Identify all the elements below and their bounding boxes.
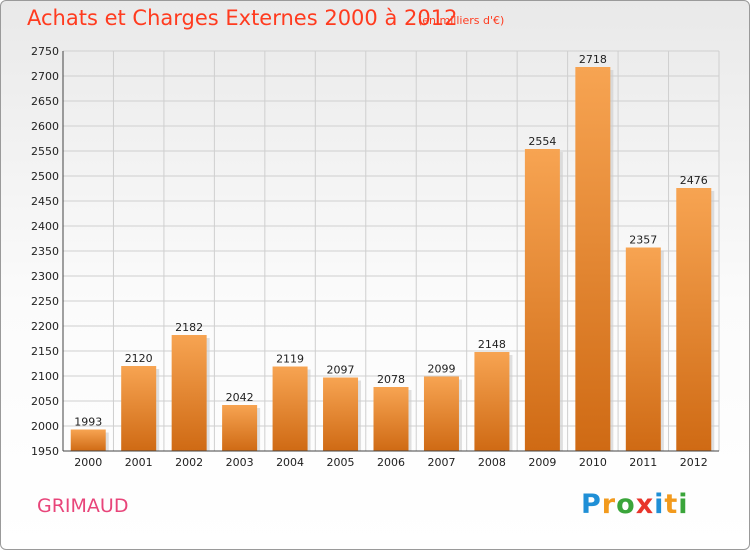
y-tick-label: 2400 bbox=[31, 220, 59, 233]
bar-value-label: 2042 bbox=[226, 391, 254, 404]
chart-title: Achats et Charges Externes 2000 à 2012 bbox=[27, 6, 458, 30]
brand-letter: o bbox=[616, 489, 636, 520]
brand-letter: i bbox=[678, 489, 689, 520]
x-tick-label: 2011 bbox=[629, 456, 657, 469]
x-tick-label: 2003 bbox=[226, 456, 254, 469]
x-tick-label: 2007 bbox=[427, 456, 455, 469]
brand-letter: i bbox=[654, 489, 665, 520]
bar-value-label: 2148 bbox=[478, 338, 506, 351]
bar bbox=[323, 377, 359, 451]
bar-value-label: 2476 bbox=[680, 174, 708, 187]
bar bbox=[625, 247, 661, 451]
x-tick-label: 2006 bbox=[377, 456, 405, 469]
bar-value-label: 2119 bbox=[276, 353, 304, 366]
y-tick-label: 2650 bbox=[31, 95, 59, 108]
y-tick-label: 2500 bbox=[31, 170, 59, 183]
brand-letter: P bbox=[581, 489, 602, 520]
x-tick-label: 2009 bbox=[528, 456, 556, 469]
axes: 1950 2000 2050 2100 2150 2200 2250 2300 2350 2400… bbox=[31, 45, 719, 458]
y-tick-label: 2100 bbox=[31, 370, 59, 383]
bar-value-label: 1993 bbox=[74, 416, 102, 429]
labels: 1993 2000 2120 2001 2182 2002 2042 2003 2119 2004… bbox=[74, 53, 708, 469]
bar-value-label: 2554 bbox=[528, 135, 556, 148]
x-tick-label: 2002 bbox=[175, 456, 203, 469]
bar bbox=[70, 429, 106, 451]
y-tick-label: 2250 bbox=[31, 295, 59, 308]
proxiti-logo: Proxiti bbox=[581, 489, 689, 520]
y-tick-label: 2150 bbox=[31, 345, 59, 358]
bar-value-label: 2097 bbox=[327, 364, 355, 377]
y-tick-label: 2000 bbox=[31, 420, 59, 433]
y-tick-label: 2600 bbox=[31, 120, 59, 133]
bar bbox=[423, 376, 459, 451]
y-tick-label: 2300 bbox=[31, 270, 59, 283]
x-tick-label: 2010 bbox=[579, 456, 607, 469]
bar bbox=[272, 366, 308, 451]
y-tick-label: 2350 bbox=[31, 245, 59, 258]
bar bbox=[373, 387, 409, 451]
brand-letter: x bbox=[635, 489, 655, 520]
x-tick-label: 2001 bbox=[125, 456, 153, 469]
y-tick-label: 2550 bbox=[31, 145, 59, 158]
x-tick-label: 2005 bbox=[327, 456, 355, 469]
x-tick-label: 2012 bbox=[680, 456, 708, 469]
y-tick-label: 2750 bbox=[31, 45, 59, 58]
x-tick-label: 2004 bbox=[276, 456, 304, 469]
x-tick-label: 2008 bbox=[478, 456, 506, 469]
bar-value-label: 2718 bbox=[579, 53, 607, 66]
bar-value-label: 2120 bbox=[125, 352, 153, 365]
bar bbox=[121, 366, 157, 451]
city-name: GRIMAUD bbox=[37, 495, 129, 517]
bar-value-label: 2078 bbox=[377, 373, 405, 386]
bar bbox=[524, 149, 560, 451]
y-tick-label: 1950 bbox=[31, 445, 59, 458]
bar bbox=[575, 67, 611, 451]
brand-letter: t bbox=[664, 489, 679, 520]
bar-value-label: 2099 bbox=[427, 363, 455, 376]
y-tick-label: 2450 bbox=[31, 195, 59, 208]
brand-letter: r bbox=[601, 489, 617, 520]
y-tick-label: 2700 bbox=[31, 70, 59, 83]
bar bbox=[676, 188, 712, 451]
bar-value-label: 2182 bbox=[175, 321, 203, 334]
y-tick-label: 2200 bbox=[31, 320, 59, 333]
bars bbox=[70, 67, 715, 451]
y-tick-label: 2050 bbox=[31, 395, 59, 408]
bar bbox=[222, 405, 258, 451]
bar-value-label: 2357 bbox=[629, 234, 657, 247]
bar bbox=[474, 352, 510, 451]
x-tick-label: 2000 bbox=[74, 456, 102, 469]
bar bbox=[171, 335, 207, 451]
chart-subtitle: (en milliers d'€) bbox=[418, 14, 505, 27]
